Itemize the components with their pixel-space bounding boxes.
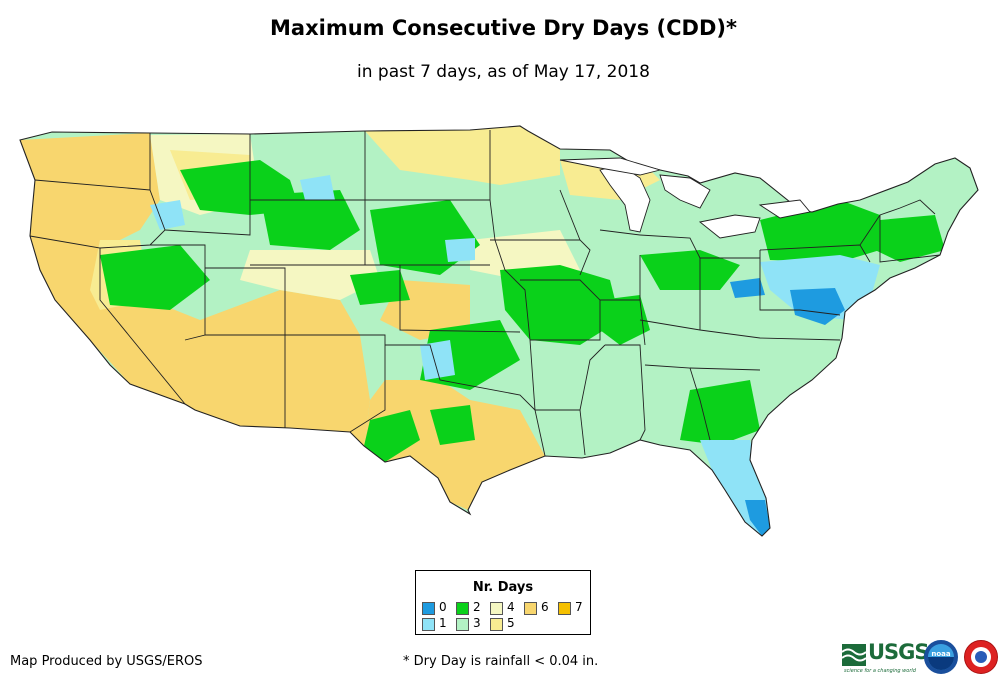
legend-label-1: 1 — [439, 616, 447, 630]
legend-swatch-7 — [558, 602, 571, 615]
noaa-logo: noaa — [924, 640, 958, 674]
legend-label-2: 2 — [473, 600, 481, 614]
legend-label-3: 3 — [473, 616, 481, 630]
cdd-raster — [20, 126, 978, 536]
map-subtitle: in past 7 days, as of May 17, 2018 — [357, 62, 650, 82]
footnote-text: * Dry Day is rainfall < 0.04 in. — [403, 654, 599, 669]
legend-swatch-0 — [422, 602, 435, 615]
legend-title: Nr. Days — [472, 580, 534, 595]
usgs-wave-icon — [842, 644, 866, 666]
legend-swatch-1 — [422, 618, 435, 631]
legend-label-6: 6 — [541, 600, 549, 614]
legend-swatch-5 — [490, 618, 503, 631]
legend-label-5: 5 — [507, 616, 515, 630]
great-lakes — [559, 157, 811, 239]
legend-swatch-4 — [490, 602, 503, 615]
legend-swatch-6 — [524, 602, 537, 615]
credit-text: Map Produced by USGS/EROS — [10, 654, 203, 669]
usgs-logo: USGS science for a changing world — [842, 640, 930, 674]
noaa-logo-text: noaa — [931, 650, 951, 658]
legend-swatch-2 — [456, 602, 469, 615]
usgs-tagline: science for a changing world — [844, 668, 916, 674]
state-boundaries — [19, 125, 979, 537]
legend-swatch-3 — [456, 618, 469, 631]
nws-logo — [964, 640, 998, 674]
usgs-logo-text: USGS — [868, 640, 930, 664]
legend-label-7: 7 — [575, 600, 583, 614]
legend-label-4: 4 — [507, 600, 515, 614]
map-title: Maximum Consecutive Dry Days (CDD)* — [270, 16, 737, 40]
legend-label-0: 0 — [439, 600, 447, 614]
